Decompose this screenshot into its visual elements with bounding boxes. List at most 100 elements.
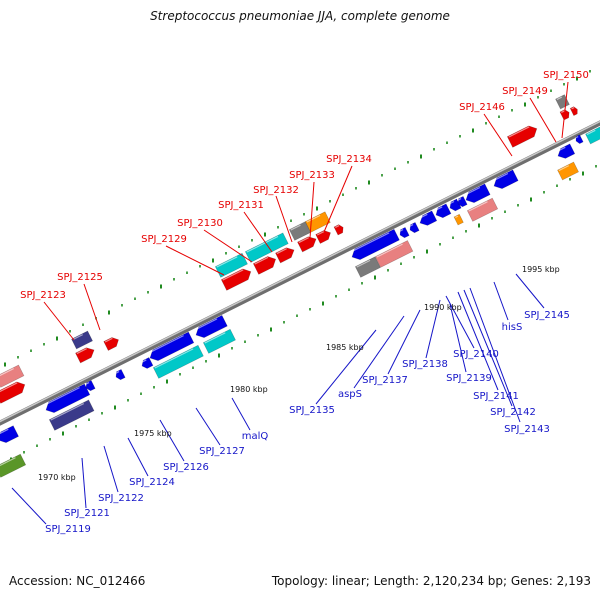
- gene-gray-upper: [555, 94, 570, 110]
- gene-label: SPJ_2121: [64, 508, 110, 519]
- gene-cyan-upper: [244, 232, 289, 263]
- gene-pink-lower: [374, 240, 414, 268]
- gene-highlight: [148, 335, 184, 354]
- gene-highlight: [356, 259, 371, 268]
- label-leader: [457, 291, 499, 391]
- label-leader: [561, 81, 569, 139]
- gene-body: [351, 228, 400, 261]
- gene-label: SPJ_2149: [502, 86, 548, 97]
- gene-body: [453, 213, 464, 226]
- gene-red-upper: [103, 337, 119, 351]
- gene-cyan-lower: [152, 344, 204, 379]
- gene-red-upper: [275, 247, 295, 264]
- gene-highlight: [464, 186, 481, 196]
- gene-blue-lower: [434, 203, 452, 219]
- label-leader-layer: [11, 81, 569, 525]
- gene-body: [465, 183, 491, 204]
- gene-body: [555, 94, 570, 110]
- gene-highlight: [0, 428, 9, 436]
- gene-highlight: [85, 382, 90, 385]
- gene-highlight: [434, 206, 443, 212]
- gene-label: SPJ_2133: [289, 170, 335, 181]
- gene-label: SPJ_2122: [98, 493, 144, 504]
- gene-red-upper: [75, 347, 95, 364]
- gene-blue-lower: [194, 314, 228, 339]
- gene-blue-lower: [556, 143, 576, 159]
- gene-body: [506, 125, 538, 148]
- label-leader: [127, 437, 149, 477]
- gene-label: SPJ_2142: [490, 407, 536, 418]
- gene-red-upper: [569, 106, 578, 116]
- label-leader: [231, 397, 251, 431]
- gene-red-upper: [252, 256, 277, 275]
- gene-highlight: [316, 230, 325, 236]
- gene-highlight: [298, 237, 309, 244]
- gene-body: [244, 232, 289, 263]
- gene-blue-lower: [350, 228, 400, 261]
- gene-highlight: [350, 232, 390, 253]
- gene-label: aspS: [338, 389, 362, 400]
- gene-highlight: [222, 269, 244, 281]
- gene-body: [0, 453, 27, 478]
- gene-highlight: [376, 243, 403, 258]
- gene-orange-lower: [557, 161, 579, 181]
- gene-highlight: [194, 318, 218, 331]
- gene-highlight: [246, 235, 279, 253]
- gene-highlight: [571, 107, 575, 110]
- gene-body: [374, 240, 414, 268]
- gene-blue-lower: [148, 331, 195, 362]
- gene-label: SPJ_2135: [289, 405, 335, 416]
- backbone-highlight: [0, 120, 600, 423]
- gene-label: SPJ_2141: [473, 391, 519, 402]
- label-leader: [353, 315, 405, 389]
- gene-label: SPJ_2137: [362, 375, 408, 386]
- gene-body: [419, 210, 438, 226]
- gene-highlight: [556, 96, 563, 101]
- gene-highlight: [468, 201, 488, 212]
- gene-body: [569, 106, 578, 116]
- label-leader: [515, 273, 545, 309]
- label-leader: [315, 329, 377, 405]
- gene-body: [141, 357, 154, 369]
- gene-body: [557, 161, 579, 181]
- scale-label: 1990 kbp: [424, 303, 462, 312]
- gene-body: [115, 368, 126, 381]
- gene-gray-lower: [354, 256, 381, 278]
- gene-layer: [0, 94, 600, 478]
- label-leader: [387, 309, 421, 375]
- gene-body: [214, 252, 248, 278]
- gene-highlight: [0, 457, 16, 468]
- gene-label: SPJ_2134: [326, 154, 372, 165]
- gene-highlight: [50, 402, 85, 421]
- gene-blue-lower: [409, 221, 420, 234]
- gene-label: SPJ_2126: [163, 462, 209, 473]
- gene-highlight: [290, 224, 301, 231]
- label-leader: [83, 283, 101, 331]
- gene-label: SPJ_2143: [504, 424, 550, 435]
- gene-blue-lower: [399, 226, 410, 239]
- label-layer: 1970 kbp 1975 kbp 1980 kbp 1985 kbp 1990 kbp…: [20, 70, 589, 535]
- scale-label: 1980 kbp: [230, 385, 268, 394]
- gene-label: SPJ_2140: [453, 349, 499, 360]
- gene-label: SPJ_2119: [45, 524, 91, 535]
- label-leader: [463, 289, 513, 407]
- gene-highlight: [556, 146, 566, 153]
- gene-highlight: [409, 224, 414, 227]
- gene-highlight: [586, 129, 596, 136]
- gene-highlight: [558, 165, 569, 172]
- label-leader: [159, 419, 185, 462]
- gene-navy-lower: [48, 399, 95, 431]
- label-leader: [43, 301, 75, 341]
- gene-body: [202, 328, 236, 354]
- gene-body: [559, 109, 570, 121]
- gene-highlight: [204, 332, 226, 344]
- gene-body: [0, 425, 19, 444]
- gene-label: hisS: [502, 322, 523, 333]
- label-leader: [493, 281, 509, 321]
- gene-blue-lower: [115, 368, 126, 381]
- gene-blue-lower: [464, 183, 491, 204]
- gene-label: SPJ_2132: [253, 185, 299, 196]
- gene-red-upper: [506, 125, 538, 148]
- gene-label: SPJ_2130: [177, 218, 223, 229]
- gene-body: [252, 256, 277, 275]
